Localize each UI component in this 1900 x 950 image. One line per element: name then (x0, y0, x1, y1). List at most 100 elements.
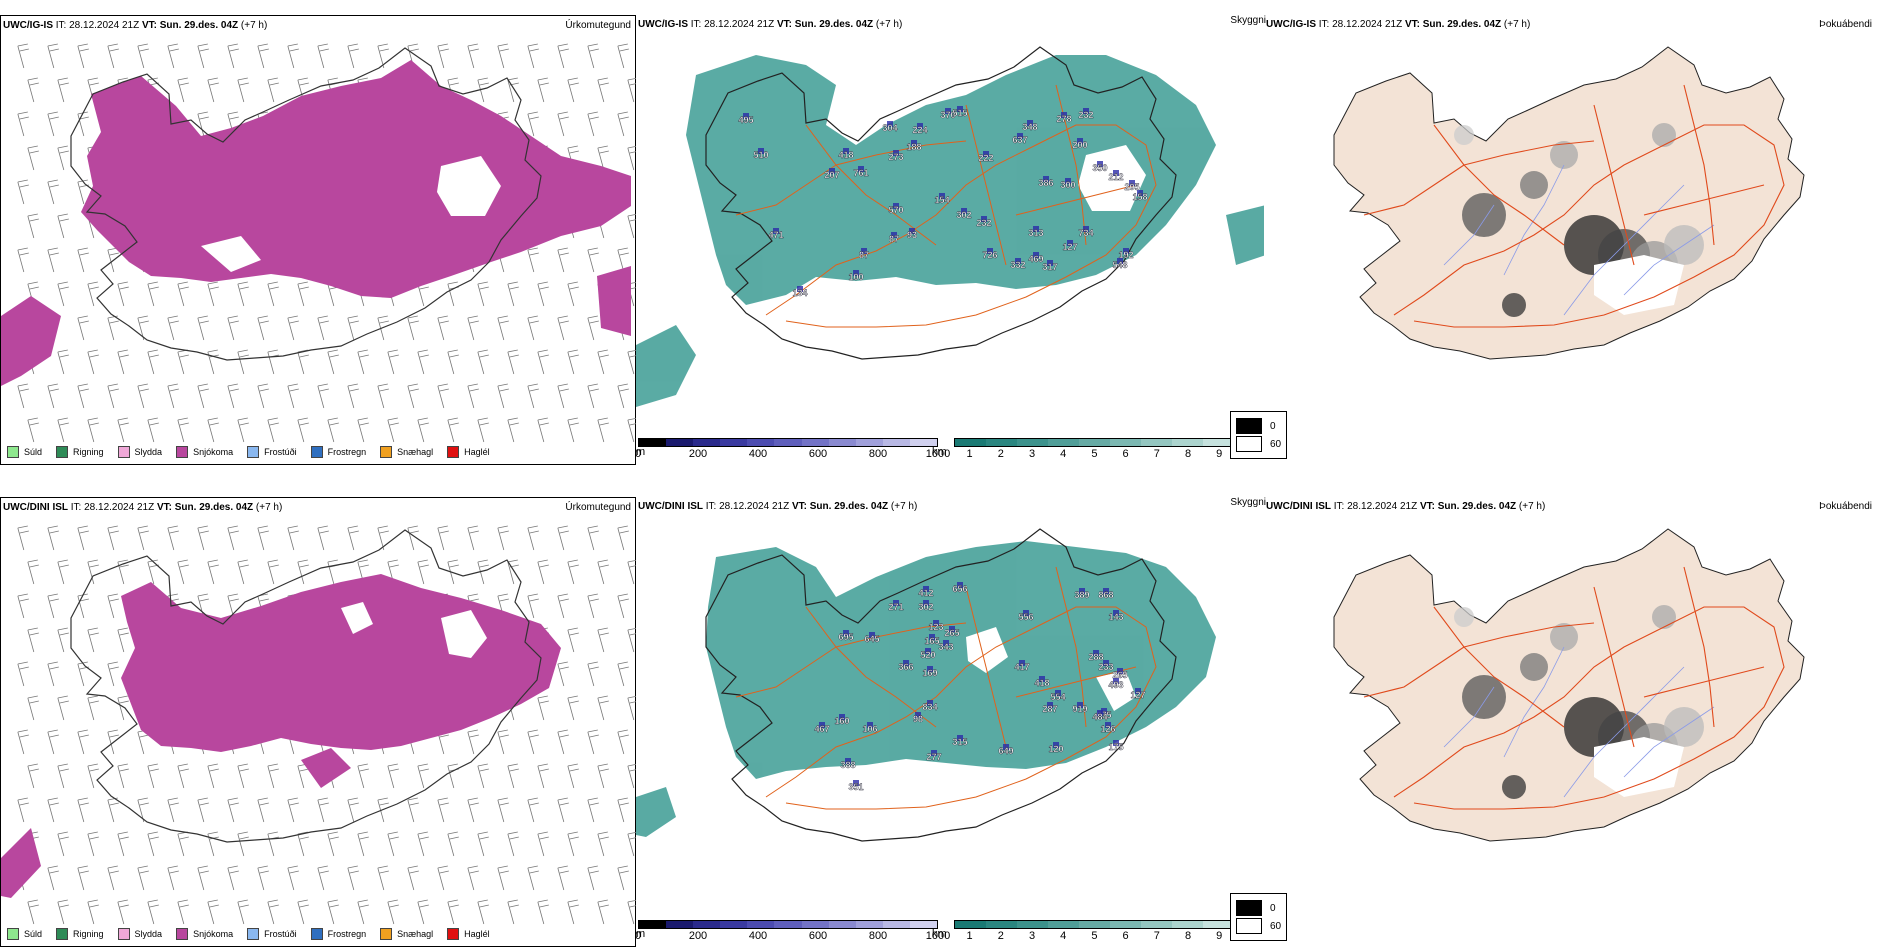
cloud-base-label: 277 (926, 752, 941, 762)
cloud-base-label: 300 (1060, 180, 1075, 190)
legend-item: Súld (7, 928, 42, 940)
colorbar-tick: 3 (1028, 930, 1036, 942)
colorbar-height: 0 200 400 600 800 1000 m (634, 920, 950, 943)
legend-swatch (447, 446, 460, 458)
cloud-base-marker (1117, 668, 1123, 674)
cloud-base-marker (1003, 744, 1009, 750)
cloud-base-label: 302 (956, 210, 971, 220)
colorbar-swatch (1172, 439, 1203, 446)
cloud-base-label: 370 (940, 110, 955, 120)
legend-swatch (176, 928, 189, 940)
cloud-base-marker (843, 148, 849, 154)
snow-areas (1, 60, 631, 386)
colorbar-tick: 800 (868, 448, 888, 460)
colorbar-tick: 0 (634, 448, 642, 460)
cloud-base-marker (861, 248, 867, 254)
colorbar-tick: 8 (1184, 448, 1192, 460)
cloud-base-label: 224 (912, 125, 927, 135)
fog-legend: 0 60 (1230, 411, 1288, 459)
fog-panel-bottom: UWC/DINI ISL IT: 28.12.2024 21Z VT: Sun.… (1230, 497, 1900, 947)
cloud-base-marker (867, 722, 873, 728)
colorbar-tick: 400 (748, 448, 768, 460)
colorbar-tick: 400 (748, 930, 768, 942)
cloud-base-marker (1083, 108, 1089, 114)
cloud-base-marker (1077, 702, 1083, 708)
legend-swatch (1236, 918, 1262, 934)
cloud-base-label: 123 (928, 622, 943, 632)
cloud-base-label: 232 (1078, 110, 1093, 120)
colorbar-ticks: 12345678910 (954, 447, 1266, 461)
cloud-base-marker (939, 193, 945, 199)
colorbar-swatch (1110, 921, 1141, 928)
cloud-base-marker (758, 148, 764, 154)
cloud-base-label: 548 (1112, 260, 1127, 270)
colorbar-swatch (828, 439, 856, 446)
legend-item: Frostúði (247, 928, 297, 940)
colorbar-tick: 600 (808, 930, 828, 942)
cloud-base-marker (893, 150, 899, 156)
colorbar-tick: 200 (688, 930, 708, 942)
colorbar-tick: 0 (634, 930, 642, 942)
legend-swatch (1236, 418, 1262, 434)
colorbar-tick: 1 (966, 448, 973, 460)
cloud-base-label: 278 (1056, 114, 1071, 124)
legend-swatch (247, 928, 260, 940)
colorbar-tick: 5 (1091, 448, 1098, 460)
cloud-base-marker (925, 648, 931, 654)
cloud-base-marker (891, 232, 897, 238)
colorbar-tick: 1000 (925, 930, 951, 942)
cloud-base-marker (943, 640, 949, 646)
cloud-base-label: 232 (976, 218, 991, 228)
cloud-base-label: 467 (814, 724, 829, 734)
cloud-base-marker (983, 151, 989, 157)
cloud-base-label: 154 (934, 195, 949, 205)
cloud-base-label: 556 (1018, 612, 1033, 622)
colorbar-tick: 6 (1122, 448, 1129, 460)
cloud-base-label: 975 (1096, 710, 1111, 720)
cloud-base-label: 87 (889, 234, 899, 244)
colorbar-tick: 4 (1060, 448, 1067, 460)
legend-item: Snæhagl (380, 446, 433, 458)
panel-header: UWC/IG-IS IT: 28.12.2024 21Z VT: Sun. 29… (1266, 19, 1531, 30)
legend-swatch (310, 446, 323, 458)
fog-blob (1502, 775, 1526, 799)
cloud-base-marker (1079, 588, 1085, 594)
cloud-base-marker (957, 106, 963, 112)
colorbar-swatch (1079, 439, 1110, 446)
precip-map (1, 43, 637, 443)
cloud-base-marker (1019, 660, 1025, 666)
cloud-base-marker (893, 600, 899, 606)
fog-blob (1454, 125, 1474, 145)
cloud-base-label: 265 (944, 628, 959, 638)
colorbar-swatch (986, 921, 1017, 928)
cloud-base-label: 188 (906, 142, 921, 152)
coastline (705, 528, 1177, 842)
cloud-base-marker (845, 758, 851, 764)
colorbar-swatch (693, 439, 721, 446)
cloud-base-label: 645 (864, 634, 879, 644)
cloud-base-label: 143 (1108, 612, 1123, 622)
cloud-base-marker (853, 780, 859, 786)
colorbar-swatch (1203, 439, 1234, 446)
legend-item: Frostregn (310, 928, 366, 940)
cloud-base-marker (1053, 742, 1059, 748)
colorbar-swatch (1203, 921, 1234, 928)
cloud-base-label: 100 (848, 272, 863, 282)
cloud-base-marker (945, 108, 951, 114)
colorbar-tick: 2 (997, 448, 1004, 460)
cloud-base-label: 761 (853, 168, 868, 178)
cloud-base-marker (1033, 252, 1039, 258)
cloud-base-marker (1017, 133, 1023, 139)
cloud-base-marker (858, 166, 864, 172)
colorbar-tick: 9 (1216, 448, 1223, 460)
panel-title: Úrkomutegund (565, 502, 631, 513)
colorbar-swatch (639, 921, 667, 928)
cloud-base-marker (931, 750, 937, 756)
fog-legend: 0 60 (1230, 893, 1288, 941)
cloud-base-label: 158 (1132, 192, 1147, 202)
cloud-base-marker (1043, 176, 1049, 182)
road-network (1363, 84, 1785, 328)
panel-title: Skyggni (1230, 15, 1266, 26)
